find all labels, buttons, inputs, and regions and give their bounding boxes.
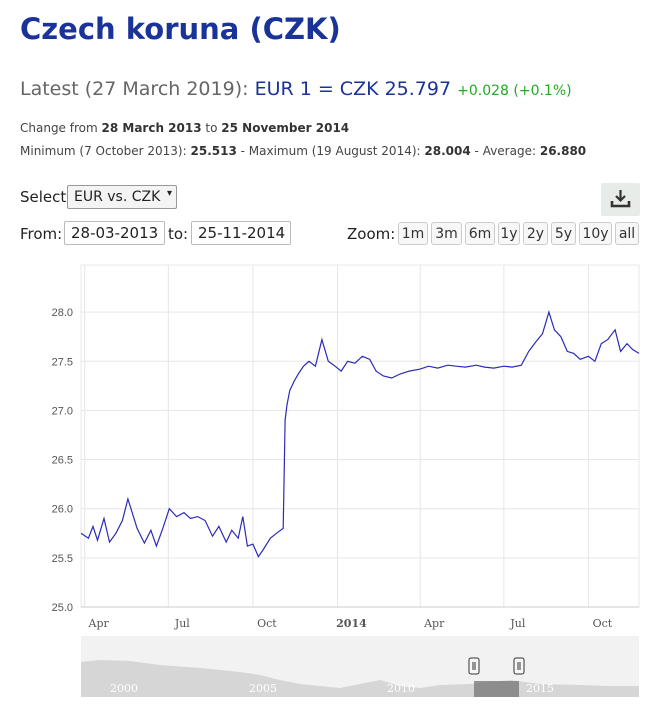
- download-button[interactable]: [601, 183, 640, 216]
- currency-pair-select[interactable]: EUR vs. CZK ▾: [67, 185, 177, 209]
- latest-rate-line: Latest (27 March 2019): EUR 1 = CZK 25.7…: [20, 78, 572, 100]
- y-tick-label: 28.0: [52, 307, 73, 319]
- zoom-10y-button[interactable]: 10y: [579, 222, 612, 245]
- navigator-year-label: 2005: [249, 682, 277, 695]
- zoom-5y-button[interactable]: 5y: [551, 222, 576, 245]
- zoom-1m-button[interactable]: 1m: [398, 222, 428, 245]
- to-date-input[interactable]: 25-11-2014: [191, 221, 291, 245]
- x-tick-label: Oct: [593, 617, 613, 630]
- navigator-year-labels: 2000 2005 2010 2015: [110, 682, 554, 695]
- min-max-average-line: Minimum (7 October 2013): 25.513 - Maxim…: [20, 144, 586, 158]
- x-tick-label: Oct: [257, 617, 277, 630]
- navigator-right-handle[interactable]: [513, 657, 525, 675]
- minimum-value: 25.513: [190, 144, 237, 158]
- x-tick-label: Apr: [88, 617, 110, 630]
- zoom-6m-button[interactable]: 6m: [465, 222, 495, 245]
- period-end-date: 25 November 2014: [221, 121, 350, 135]
- x-tick-label: Jul: [509, 617, 525, 630]
- latest-change: +0.028 (+0.1%): [457, 83, 572, 99]
- zoom-1y-button[interactable]: 1y: [498, 222, 520, 245]
- maximum-value: 28.004: [424, 144, 471, 158]
- y-tick-label: 25.0: [52, 602, 73, 614]
- dropdown-arrow-icon: ▾: [166, 188, 172, 199]
- zoom-3m-button[interactable]: 3m: [431, 222, 462, 245]
- navigator-year-label: 2015: [526, 682, 554, 695]
- navigator-selection[interactable]: [474, 681, 519, 697]
- x-tick-label: 2014: [336, 617, 367, 630]
- y-tick-label: 25.5: [52, 553, 73, 565]
- period-start-date: 28 March 2013: [101, 121, 202, 135]
- zoom-all-button[interactable]: all: [615, 222, 639, 245]
- zoom-label: Zoom:: [347, 225, 396, 243]
- from-date-input[interactable]: 28-03-2013: [64, 221, 165, 245]
- from-label: From:: [20, 225, 63, 243]
- maximum-label: - Maximum (19 August 2014):: [240, 144, 421, 158]
- chart-gridlines: [80, 264, 640, 608]
- y-tick-label: 27.5: [52, 356, 73, 368]
- average-label: - Average:: [474, 144, 537, 158]
- average-value: 26.880: [539, 144, 587, 158]
- x-tick-label: Jul: [174, 617, 190, 630]
- y-axis-ticks: 25.0 25.5 26.0 26.5 27.0 27.5 28.0: [52, 307, 73, 614]
- download-icon: [610, 190, 631, 208]
- plot-area: [80, 264, 640, 608]
- period-to-word: to: [205, 121, 218, 135]
- change-period-line: Change from 28 March 2013 to 25 November…: [20, 121, 349, 135]
- y-tick-label: 27.0: [52, 405, 73, 417]
- select-label: Select:: [20, 188, 72, 206]
- series-line: [80, 310, 640, 558]
- page-title: Czech koruna (CZK): [20, 12, 341, 46]
- to-label: to:: [168, 225, 189, 243]
- minimum-label: Minimum (7 October 2013):: [20, 144, 187, 158]
- x-axis-ticks: Apr Jul Oct 2014 Apr Jul Oct: [88, 617, 613, 630]
- latest-rate: EUR 1 = CZK 25.797: [254, 78, 452, 100]
- change-from-label: Change from: [20, 121, 98, 135]
- series-layer: [80, 310, 640, 558]
- zoom-2y-button[interactable]: 2y: [523, 222, 548, 245]
- y-tick-label: 26.5: [52, 455, 73, 467]
- navigator-left-handle[interactable]: [468, 657, 480, 675]
- latest-prefix: Latest (27 March 2019):: [20, 78, 249, 100]
- x-tick-label: Apr: [423, 617, 445, 630]
- range-navigator[interactable]: 2000 2005 2010 2015: [81, 636, 639, 697]
- currency-pair-value: EUR vs. CZK: [74, 189, 161, 205]
- navigator-year-label: 2010: [387, 682, 415, 695]
- navigator-year-label: 2000: [110, 682, 138, 695]
- y-tick-label: 26.0: [52, 504, 73, 516]
